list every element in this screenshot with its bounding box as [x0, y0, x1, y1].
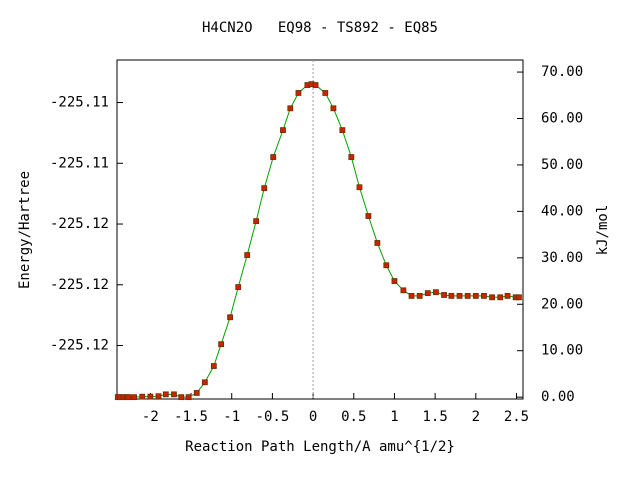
data-point: [280, 127, 286, 134]
x-tick-label: -1.5: [174, 409, 208, 425]
data-point: [441, 292, 447, 298]
data-point: [155, 393, 162, 400]
data-point: [416, 293, 423, 299]
data-point: [270, 154, 277, 160]
x-axis-label: Reaction Path Length/A amu^{1/2}: [185, 439, 455, 455]
y-tick-label: -225.12: [50, 277, 109, 293]
data-point: [365, 213, 372, 219]
x-tick-label: 1: [390, 409, 398, 425]
data-point: [227, 314, 233, 321]
y-tick-label: -225.11: [50, 95, 109, 111]
x-tick-label: -1: [223, 409, 240, 425]
y2-tick-label: 60.00: [541, 111, 583, 127]
y-axis-label: Energy/Hartree: [17, 171, 33, 289]
data-point: [489, 294, 495, 301]
x-tick-label: -2: [142, 409, 159, 425]
data-point: [339, 127, 346, 134]
data-point: [261, 185, 268, 192]
x-tick-label: 1.5: [422, 409, 447, 425]
data-point: [162, 391, 169, 398]
y2-tick-label: 10.00: [541, 343, 583, 359]
data-point: [330, 105, 337, 112]
y-tick-label: -225.12: [50, 216, 109, 232]
data-point: [408, 293, 415, 299]
data-point: [312, 82, 319, 88]
data-point: [147, 393, 154, 400]
data-point: [244, 252, 251, 258]
x-tick-label: -0.5: [256, 409, 290, 425]
plot-frame: [116, 59, 524, 400]
data-point: [218, 341, 225, 348]
data-point: [433, 289, 439, 296]
y2-tick-label: 70.00: [541, 64, 583, 80]
data-point: [424, 290, 431, 297]
chart-title: H4CN2O EQ98 - TS892 - EQ85: [202, 20, 438, 36]
data-point: [472, 293, 479, 299]
data-point: [391, 278, 398, 284]
data-point: [516, 294, 522, 301]
y-tick-label: -225.12: [50, 338, 109, 354]
x-tick-label: 2.5: [504, 409, 529, 425]
y2-tick-label: 40.00: [541, 203, 583, 219]
y2-tick-label: 50.00: [541, 157, 583, 173]
data-point: [295, 90, 302, 96]
data-point: [348, 154, 355, 160]
x-tick-label: 2: [472, 409, 480, 425]
data-point: [210, 363, 217, 369]
data-point: [448, 293, 455, 299]
series-line: [117, 83, 519, 398]
data-point: [235, 284, 242, 290]
data-point: [178, 394, 185, 401]
x-tick-label: 0.5: [341, 409, 366, 425]
data-point: [253, 218, 260, 225]
y2-tick-label: 30.00: [541, 250, 583, 266]
data-point: [504, 293, 511, 299]
data-point: [287, 105, 294, 112]
data-point: [131, 394, 137, 401]
data-point: [193, 390, 200, 396]
data-point: [400, 287, 407, 294]
data-point: [139, 393, 146, 400]
data-point: [201, 379, 208, 386]
data-point: [456, 293, 463, 299]
data-point: [497, 294, 504, 301]
data-point: [464, 293, 471, 299]
x-tick-label: 0: [309, 409, 317, 425]
data-point: [383, 262, 390, 269]
y2-tick-label: 0.00: [541, 389, 575, 405]
data-point: [322, 90, 329, 96]
y-tick-label: -225.11: [50, 155, 109, 171]
data-point: [374, 240, 381, 246]
y2-tick-label: 20.00: [541, 296, 583, 312]
y2-axis-label: kJ/mol: [595, 205, 611, 256]
data-point: [185, 394, 192, 401]
data-point: [125, 394, 132, 401]
data-point: [356, 184, 363, 191]
data-point: [481, 293, 487, 299]
data-point: [171, 391, 177, 398]
